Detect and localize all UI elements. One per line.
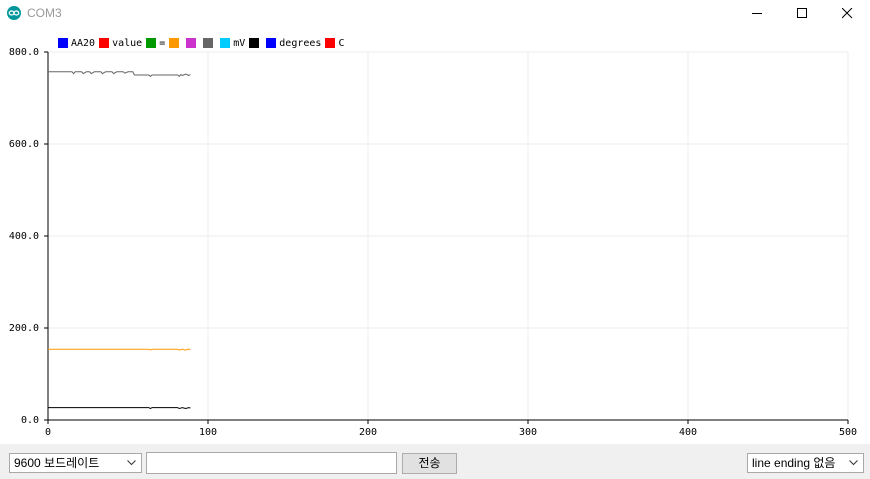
y-tick-label: 400.0 (9, 231, 39, 242)
legend-swatch (186, 38, 197, 48)
legend-swatch (266, 38, 277, 48)
baud-rate-value: 9600 보드레이트 (14, 456, 100, 470)
legend-item (203, 38, 216, 48)
close-button[interactable] (825, 0, 870, 28)
maximize-icon (797, 8, 807, 18)
serial-plotter-chart: 0 100 200 300 400 500 0.0 200.0 400.0 600.0 800.0 (9, 47, 857, 438)
legend-label: = (159, 37, 166, 49)
chevron-down-icon (127, 460, 136, 466)
x-tick-label: 500 (839, 427, 857, 438)
legend-item: AA20 (58, 38, 95, 49)
legend-item (249, 38, 262, 48)
window-title: COM3 (27, 6, 62, 20)
chart-legend: AA20 value = mV degrees C (58, 37, 348, 49)
legend-label: AA20 (71, 37, 96, 49)
x-tick-label: 200 (359, 427, 377, 438)
legend-swatch (99, 38, 110, 48)
legend-item: value (99, 38, 142, 49)
legend-swatch (325, 38, 336, 48)
legend-item: C (325, 38, 344, 49)
legend-label: value (112, 37, 143, 49)
chevron-down-icon (849, 460, 858, 466)
x-tick-label: 300 (519, 427, 537, 438)
y-tick-label: 0.0 (21, 415, 39, 426)
close-icon (842, 8, 853, 19)
x-tick-label: 100 (199, 427, 217, 438)
legend-swatch (58, 38, 68, 48)
baud-rate-select[interactable]: 9600 보드레이트 (9, 453, 142, 473)
maximize-button[interactable] (780, 0, 825, 28)
legend-label: degrees (279, 37, 322, 49)
legend-item (186, 38, 199, 48)
y-tick-label: 800.0 (9, 47, 39, 58)
line-ending-value: line ending 없음 (752, 456, 836, 470)
legend-swatch (169, 38, 180, 48)
legend-swatch (146, 38, 157, 48)
arduino-infinity-icon (7, 6, 21, 20)
title-bar: COM3 (0, 0, 870, 28)
legend-item: = (146, 38, 165, 49)
x-tick-label: 400 (679, 427, 697, 438)
plot-area: 0 100 200 300 400 500 0.0 200.0 400.0 600.0 800.0 (0, 28, 870, 444)
legend-swatch (220, 38, 231, 48)
legend-item: mV (220, 38, 245, 49)
send-button[interactable]: 전송 (402, 453, 457, 474)
series-line (48, 407, 191, 410)
legend-label: mV (233, 37, 246, 49)
legend-label: C (338, 37, 345, 49)
series-line (48, 71, 191, 78)
y-tick-label: 600.0 (9, 139, 39, 150)
legend-swatch (203, 38, 214, 48)
serial-input-field[interactable] (146, 452, 397, 474)
line-ending-select[interactable]: line ending 없음 (747, 453, 864, 473)
minimize-icon (752, 13, 762, 14)
legend-item: degrees (266, 38, 321, 49)
y-tick-label: 200.0 (9, 323, 39, 334)
legend-item (169, 38, 182, 48)
minimize-button[interactable] (735, 0, 780, 28)
x-tick-label: 0 (45, 427, 51, 438)
bottom-toolbar: 9600 보드레이트 전송 line ending 없음 (0, 444, 870, 479)
series-line (48, 348, 191, 351)
legend-swatch (249, 38, 260, 48)
